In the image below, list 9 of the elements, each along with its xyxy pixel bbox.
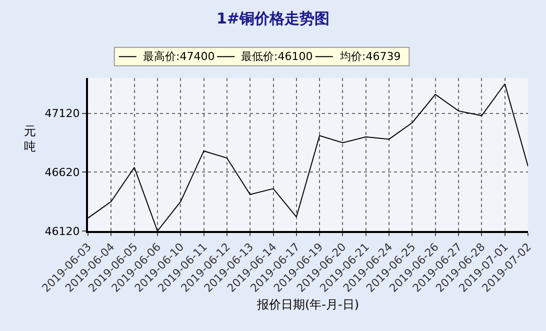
y-tick-label: 46120 — [44, 224, 80, 238]
chart-title: 1#铜价格走势图 — [216, 10, 330, 28]
x-axis-title: 报价日期(年-月-日) — [256, 297, 360, 312]
text: 最低价:46100 — [241, 50, 313, 63]
text: 均价:46739 — [339, 50, 401, 63]
y-axis-title: 元吨 — [24, 124, 36, 154]
y-tick-label: 47120 — [44, 107, 80, 120]
y-tick-label: 46620 — [44, 166, 80, 179]
text: 最高价:47400 — [143, 50, 215, 63]
